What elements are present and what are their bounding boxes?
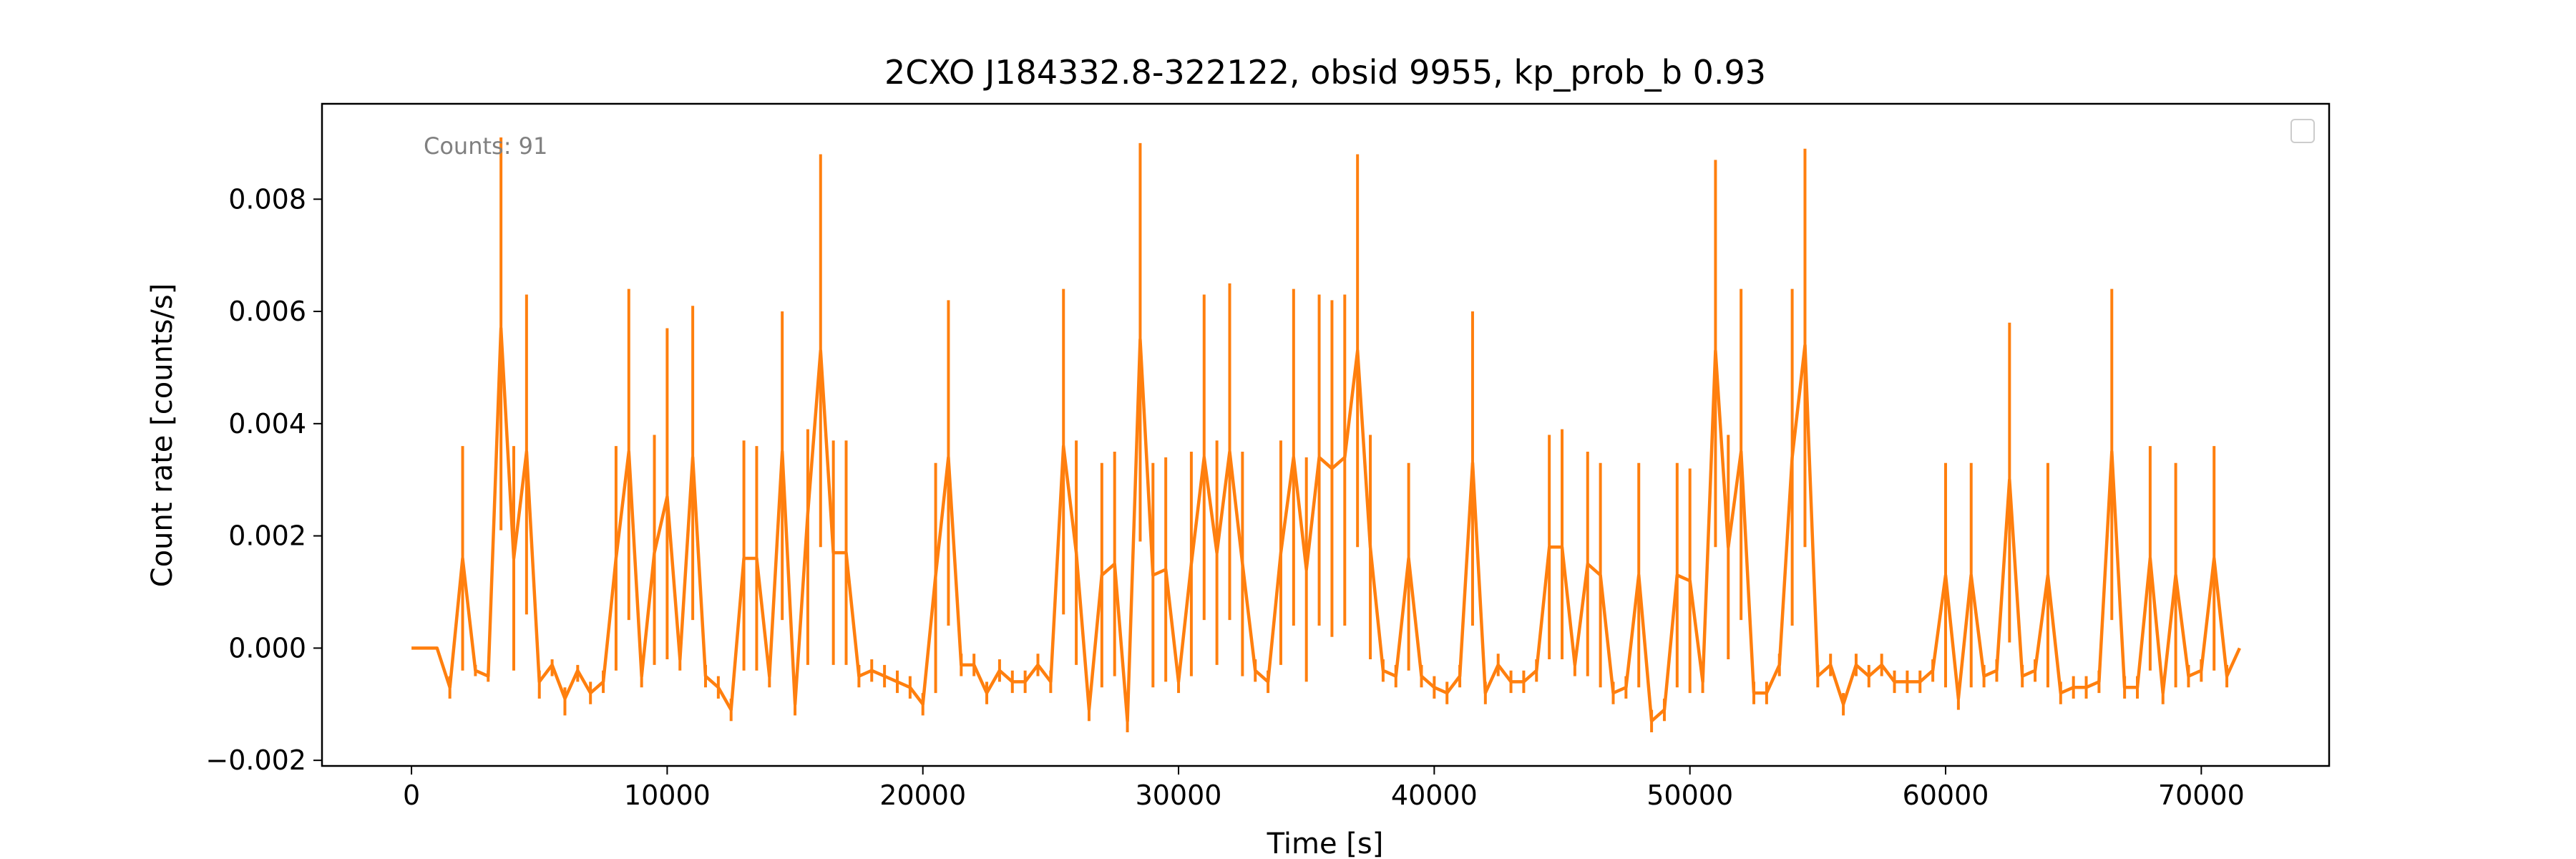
- x-tick-label: 60000: [1903, 780, 1989, 811]
- y-tick-label: 0.006: [228, 296, 306, 327]
- y-tick-label: 0.000: [228, 632, 306, 664]
- y-tick-label: 0.004: [228, 408, 306, 440]
- x-tick-label: 70000: [2158, 780, 2245, 811]
- y-tick-label: 0.008: [228, 183, 306, 215]
- x-tick-label: 40000: [1391, 780, 1478, 811]
- y-axis: −0.002 0.000 0.002 0.004 0.006 0.008: [205, 183, 322, 776]
- x-tick-label: 30000: [1136, 780, 1222, 811]
- counts-annotation: Counts: 91: [424, 132, 547, 160]
- x-axis-label: Time [s]: [1267, 828, 1384, 859]
- y-tick-label: −0.002: [205, 744, 306, 776]
- x-tick-label: 20000: [879, 780, 966, 811]
- plot-frame: [321, 102, 2331, 767]
- x-tick-label: 50000: [1646, 780, 1733, 811]
- x-tick-label: 10000: [624, 780, 711, 811]
- empty-legend-box: [2290, 119, 2315, 143]
- y-tick-label: 0.002: [228, 520, 306, 552]
- series-line: [411, 326, 2241, 723]
- x-axis: 0 10000 20000 30000 40000 50000 60000 70000: [403, 766, 2245, 811]
- chart-title: 2CXO J184332.8-322122, obsid 9955, kp_pr…: [884, 53, 1766, 92]
- data-layer: [411, 137, 2241, 732]
- x-tick-label: 0: [403, 780, 420, 811]
- y-axis-label: Count rate [counts/s]: [146, 283, 179, 588]
